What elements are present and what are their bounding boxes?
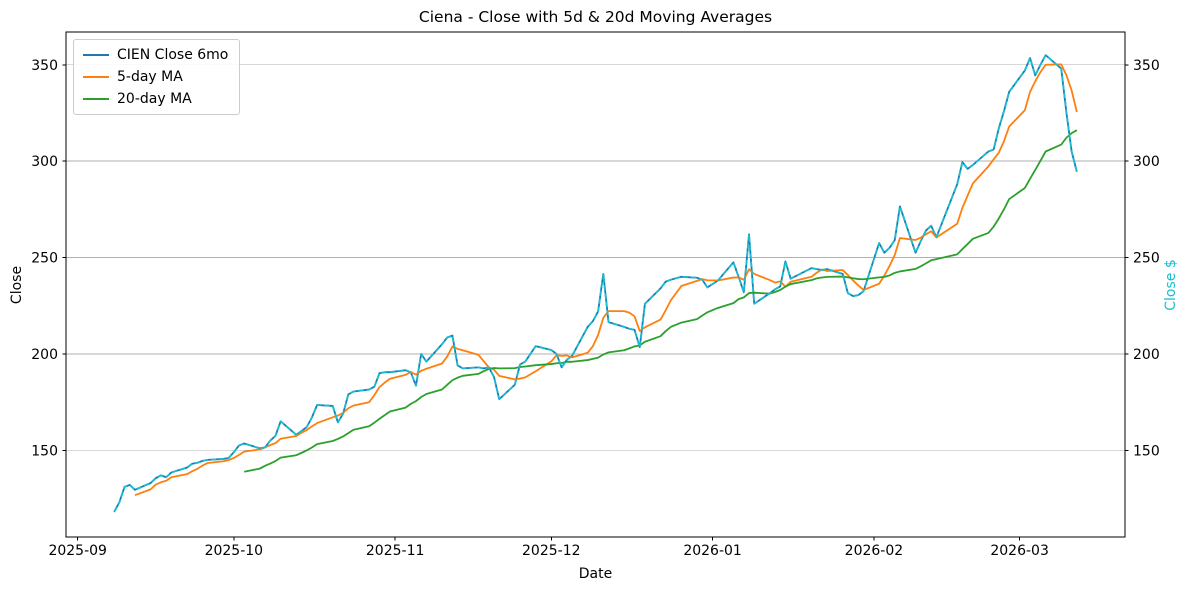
legend-item-ma5: 5-day MA bbox=[83, 69, 228, 85]
svg-text:2026-02: 2026-02 bbox=[845, 543, 904, 559]
legend-swatch-ma20 bbox=[83, 98, 109, 100]
svg-text:2025-12: 2025-12 bbox=[522, 543, 581, 559]
svg-text:250: 250 bbox=[1133, 251, 1160, 267]
legend-swatch-ma5 bbox=[83, 76, 109, 78]
legend-item-ma20: 20-day MA bbox=[83, 91, 228, 107]
legend-item-close: CIEN Close 6mo bbox=[83, 47, 228, 63]
svg-text:2025-09: 2025-09 bbox=[48, 543, 107, 559]
svg-text:150: 150 bbox=[1133, 443, 1160, 459]
svg-text:150: 150 bbox=[31, 443, 58, 459]
svg-text:200: 200 bbox=[1133, 347, 1160, 363]
svg-text:2025-10: 2025-10 bbox=[205, 543, 264, 559]
chart-title: Ciena - Close with 5d & 20d Moving Avera… bbox=[418, 8, 773, 26]
svg-text:250: 250 bbox=[31, 251, 58, 267]
svg-text:350: 350 bbox=[1133, 58, 1160, 74]
legend-label-ma20: 20-day MA bbox=[117, 91, 192, 107]
legend-swatch-close bbox=[83, 54, 109, 56]
legend-label-close: CIEN Close 6mo bbox=[117, 47, 229, 63]
svg-text:2026-01: 2026-01 bbox=[683, 543, 742, 559]
svg-text:300: 300 bbox=[1133, 154, 1160, 170]
svg-text:200: 200 bbox=[31, 347, 58, 363]
svg-text:300: 300 bbox=[31, 154, 58, 170]
svg-text:2026-03: 2026-03 bbox=[990, 543, 1049, 559]
svg-text:2025-11: 2025-11 bbox=[366, 543, 425, 559]
y-axis-label-right: Close $ bbox=[1163, 259, 1179, 311]
svg-text:350: 350 bbox=[31, 58, 58, 74]
legend-label-ma5: 5-day MA bbox=[117, 69, 183, 85]
y-axis-label-left: Close bbox=[9, 265, 25, 305]
x-axis-label: Date bbox=[578, 566, 613, 582]
legend: CIEN Close 6mo 5-day MA 20-day MA bbox=[73, 39, 241, 115]
